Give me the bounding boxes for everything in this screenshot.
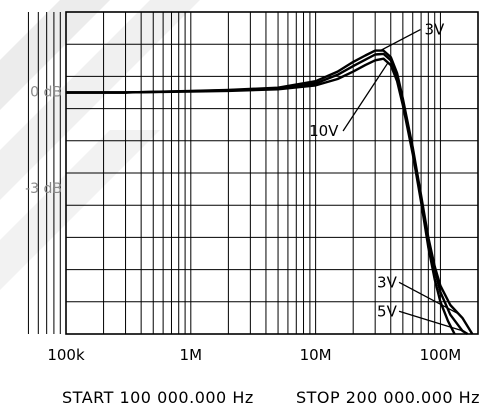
- annotation-label: 10V: [309, 122, 339, 140]
- annotation-leader: [398, 310, 463, 332]
- annotation-label: 3V: [424, 21, 445, 39]
- annotation-leader: [398, 281, 460, 315]
- annotation-layer: 3V 10V 3V 5V: [309, 21, 463, 332]
- grid-layer: [27, 12, 479, 334]
- y-tick-label: -3 dB: [25, 181, 62, 197]
- y-tick-label: 0 dB: [30, 85, 62, 101]
- annotation-label: 5V: [377, 302, 398, 320]
- start-frequency-label: START 100 000.000 Hz: [62, 388, 254, 407]
- x-tick-label: 10M: [300, 346, 332, 364]
- x-tick-label: 100k: [47, 346, 85, 364]
- y-tick-labels: 0 dB -3 dB: [25, 85, 62, 198]
- series-line-5v: [66, 52, 469, 336]
- x-tick-label: 1M: [180, 346, 203, 364]
- watermark-graphic: [0, 0, 200, 290]
- series-layer: [66, 49, 474, 336]
- annotation-leader: [342, 62, 389, 132]
- stop-frequency-label: STOP 200 000.000 Hz: [296, 388, 480, 407]
- series-line-10v: [66, 57, 456, 335]
- x-tick-labels: 100k 1M 10M 100M: [47, 346, 461, 364]
- plot-frame: [65, 11, 479, 335]
- annotation-leader: [379, 28, 421, 52]
- x-tick-label: 100M: [420, 346, 462, 364]
- annotation-label: 3V: [377, 273, 398, 291]
